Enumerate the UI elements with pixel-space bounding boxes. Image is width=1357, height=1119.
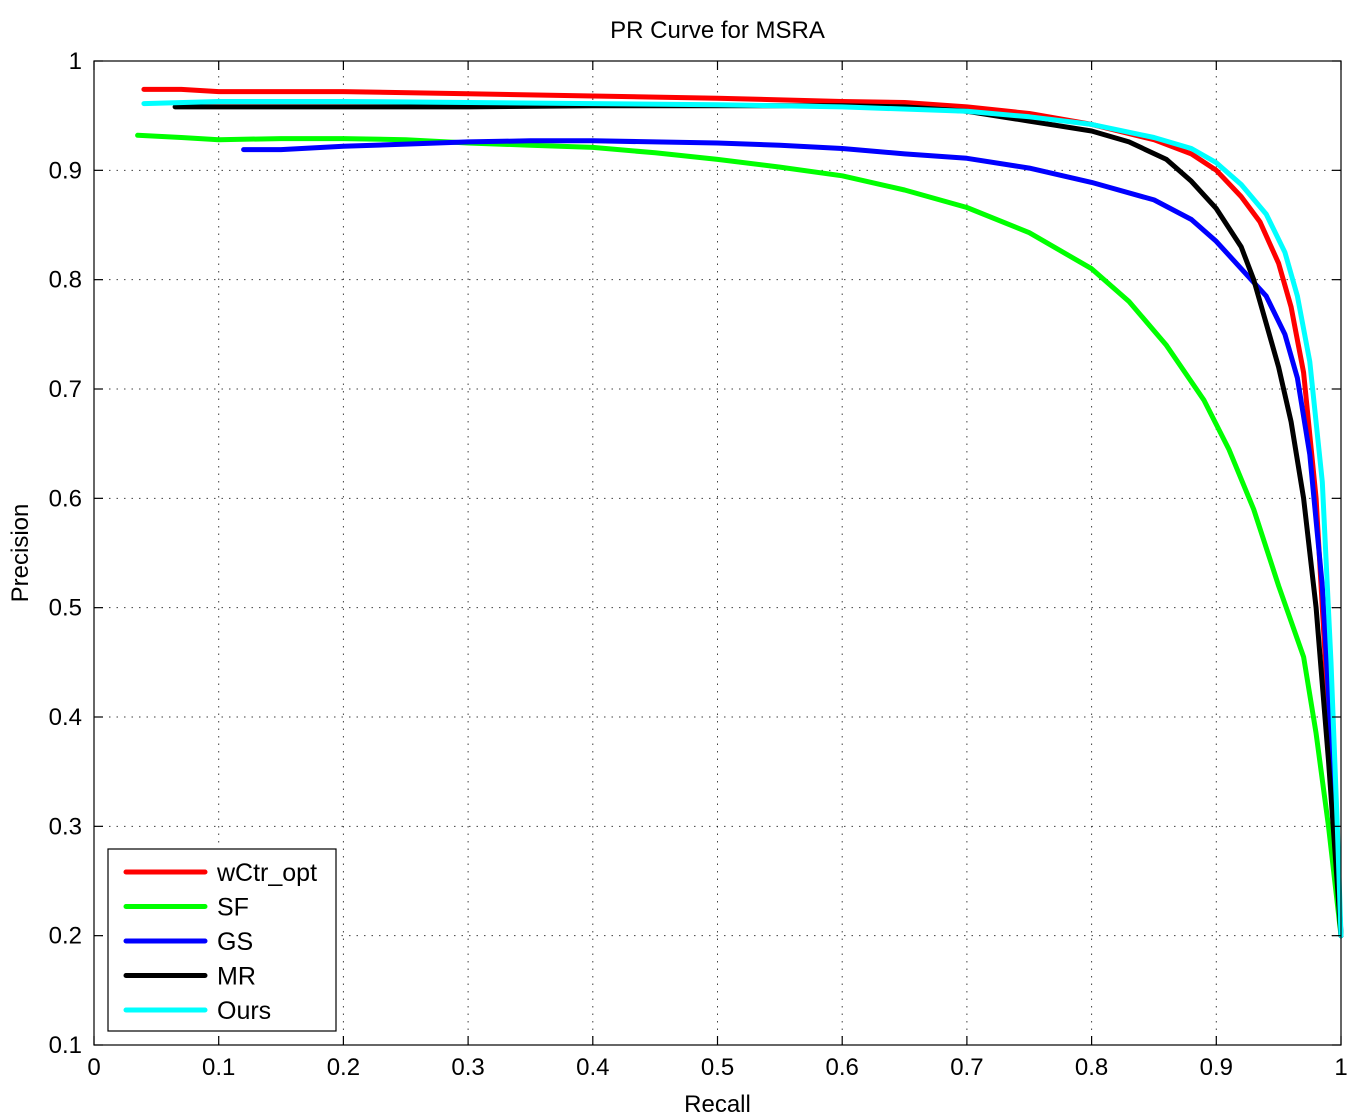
- y-tick-label: 0.6: [49, 485, 82, 512]
- series-lines: [135, 86, 1344, 939]
- x-axis-title: Recall: [684, 1091, 751, 1118]
- x-tick-label: 0: [87, 1054, 100, 1081]
- y-tick-label: 0.7: [49, 376, 82, 403]
- x-tick-label: 0.7: [950, 1054, 983, 1081]
- y-tick-label: 0.1: [49, 1032, 82, 1059]
- x-tick-label: 0.9: [1200, 1054, 1233, 1081]
- x-tick-label: 0.1: [202, 1054, 235, 1081]
- x-tick-label: 0.2: [327, 1054, 360, 1081]
- legend-label-gs: GS: [217, 928, 253, 956]
- grid-lines: [94, 61, 1341, 1045]
- chart-title: PR Curve for MSRA: [610, 17, 825, 44]
- y-tick-label: 0.3: [49, 813, 82, 840]
- legend-label-sf: SF: [217, 894, 249, 922]
- y-axis-title: Precision: [7, 504, 34, 603]
- legend-box: [107, 848, 337, 1032]
- axis-ticks: [93, 60, 1342, 1046]
- x-tick-label: 1: [1334, 1054, 1347, 1081]
- legend: wCtr_opt SF GS MR Ours: [107, 848, 337, 1032]
- x-tick-label: 0.6: [826, 1054, 859, 1081]
- legend-label-ours: Ours: [217, 997, 271, 1025]
- legend-label-wctr-opt: wCtr_opt: [216, 859, 317, 887]
- x-tick-label: 0.8: [1075, 1054, 1108, 1081]
- x-tick-label: 0.3: [451, 1054, 484, 1081]
- series-line-ours: [141, 99, 1344, 939]
- y-tick-label: 0.4: [49, 704, 82, 731]
- series-line-sf: [135, 132, 1344, 939]
- legend-items: wCtr_opt SF GS MR Ours: [123, 859, 317, 1025]
- y-tick-label: 0.8: [49, 267, 82, 294]
- x-tick-label: 0.5: [701, 1054, 734, 1081]
- legend-label-mr: MR: [217, 963, 256, 991]
- series-line-mr: [172, 103, 1344, 939]
- x-tick-labels: 0 0.1 0.2 0.3 0.4 0.5 0.6 0.7 0.8 0.9 1: [87, 1054, 1347, 1081]
- y-tick-label: 0.9: [49, 157, 82, 184]
- y-tick-label: 0.2: [49, 923, 82, 950]
- x-tick-label: 0.4: [576, 1054, 609, 1081]
- y-tick-labels: 0.1 0.2 0.3 0.4 0.5 0.6 0.7 0.8 0.9 1: [49, 48, 82, 1059]
- series-line-gs: [241, 138, 1344, 939]
- y-tick-label: 0.5: [49, 595, 82, 622]
- y-tick-label: 1: [69, 48, 82, 75]
